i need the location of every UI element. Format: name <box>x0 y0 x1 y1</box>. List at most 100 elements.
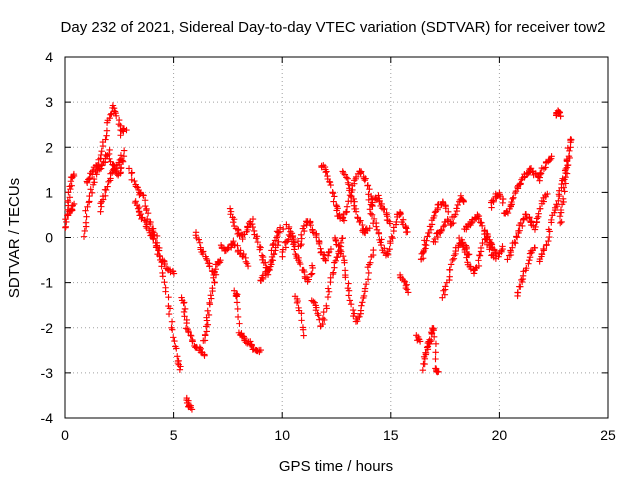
data-point <box>132 198 139 205</box>
data-point <box>141 197 149 204</box>
data-point <box>404 228 411 236</box>
data-point <box>83 213 90 220</box>
data-point <box>499 243 506 250</box>
data-point <box>310 298 317 305</box>
data-point <box>531 244 539 252</box>
y-tick-label: -3 <box>41 365 54 381</box>
data-point <box>509 195 516 203</box>
data-point <box>459 240 466 248</box>
data-point <box>561 167 569 174</box>
data-point <box>69 202 76 209</box>
data-point <box>369 199 376 206</box>
data-point <box>562 165 569 173</box>
data-point <box>81 227 88 235</box>
data-point <box>162 288 169 295</box>
data-point <box>510 194 517 201</box>
data-point <box>102 186 110 194</box>
data-point <box>150 236 157 243</box>
data-point <box>106 155 113 162</box>
data-point <box>297 242 304 249</box>
data-point <box>327 181 334 189</box>
data-point <box>475 262 483 270</box>
data-point <box>325 288 333 295</box>
data-point <box>201 331 209 338</box>
data-point <box>298 317 305 324</box>
data-point <box>557 112 564 120</box>
data-point <box>389 234 396 242</box>
data-point <box>308 270 316 277</box>
data-point <box>475 215 482 222</box>
data-point <box>503 208 511 215</box>
data-point <box>513 234 521 241</box>
data-point <box>433 230 440 237</box>
data-point <box>187 332 194 339</box>
data-point <box>82 219 90 226</box>
data-point <box>245 219 253 227</box>
data-point <box>236 320 243 327</box>
data-point <box>346 187 353 194</box>
data-point <box>331 193 338 200</box>
x-tick-label: 15 <box>383 427 399 443</box>
data-point <box>242 258 250 266</box>
data-point <box>361 285 369 292</box>
data-point <box>321 316 328 324</box>
data-point <box>165 310 173 318</box>
data-point <box>375 192 382 199</box>
data-point <box>404 289 412 296</box>
data-point <box>516 181 523 188</box>
data-point <box>339 215 346 223</box>
chart-title: Day 232 of 2021, Sidereal Day-to-day VTE… <box>61 19 606 36</box>
data-point <box>120 152 128 160</box>
data-point <box>559 195 567 202</box>
data-point <box>365 196 372 204</box>
data-point <box>344 179 352 186</box>
data-point <box>183 319 190 327</box>
data-point <box>403 286 411 293</box>
data-point <box>326 179 334 186</box>
data-point <box>419 249 427 256</box>
data-point <box>168 318 176 325</box>
data-point <box>259 253 267 261</box>
data-point <box>97 165 105 172</box>
data-point <box>507 201 515 209</box>
data-point <box>431 212 438 220</box>
data-point <box>419 366 427 374</box>
data-point <box>96 166 103 173</box>
data-point <box>397 210 404 218</box>
data-point <box>117 132 124 139</box>
data-point <box>566 147 573 155</box>
data-point <box>89 166 97 174</box>
data-point <box>499 199 506 207</box>
data-point <box>525 260 532 267</box>
data-point <box>446 273 453 280</box>
data-point <box>498 248 505 256</box>
data-point <box>508 198 515 206</box>
data-point <box>515 227 522 235</box>
data-point <box>367 210 374 217</box>
data-point <box>432 340 440 348</box>
data-point <box>62 223 69 231</box>
data-point <box>463 254 470 261</box>
data-point <box>161 260 168 268</box>
data-point <box>325 249 332 256</box>
data-point <box>346 297 354 304</box>
data-point <box>513 233 520 240</box>
data-point <box>112 112 120 120</box>
data-point <box>526 256 533 264</box>
data-point <box>556 213 564 220</box>
data-point <box>400 277 408 285</box>
data-point <box>66 194 74 201</box>
x-tick-label: 5 <box>170 427 178 443</box>
y-tick-labels: -4 -3 -2 -1 0 1 2 3 4 <box>41 49 54 426</box>
data-point <box>203 256 211 264</box>
data-point <box>352 208 360 215</box>
data-point <box>562 180 569 187</box>
data-point <box>442 283 449 290</box>
data-point <box>195 236 202 243</box>
data-point <box>109 102 117 109</box>
data-point <box>504 256 511 263</box>
data-point <box>342 274 349 281</box>
data-point <box>376 197 383 204</box>
data-point <box>204 307 211 315</box>
